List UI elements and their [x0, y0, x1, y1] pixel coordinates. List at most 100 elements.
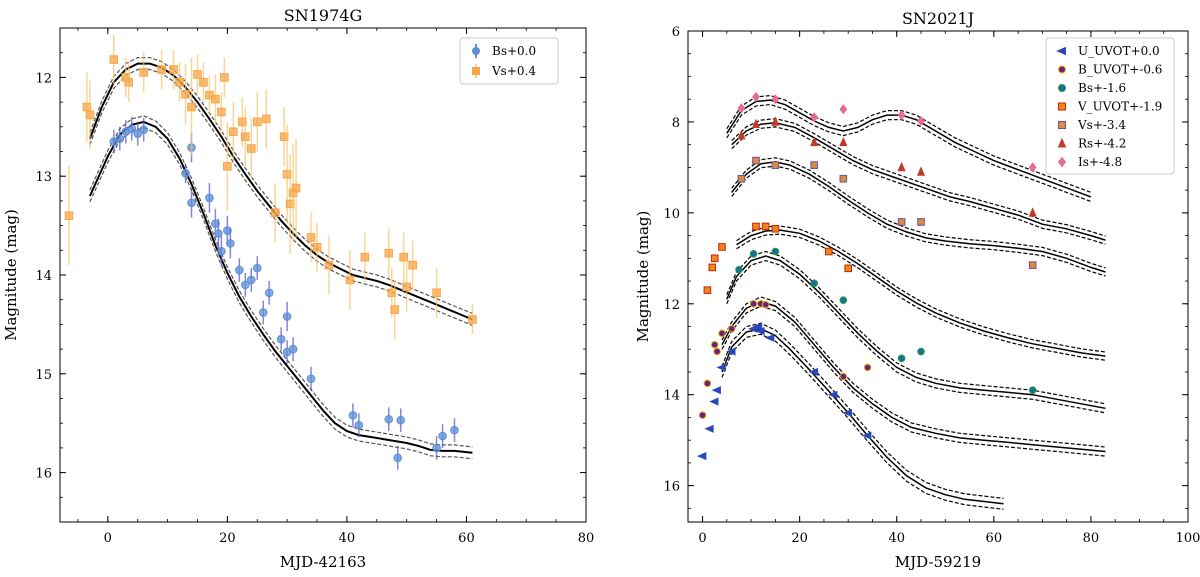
plot-area: [697, 91, 1106, 510]
data-point: [282, 312, 292, 321]
data-point: [109, 55, 119, 64]
fit-curve: [726, 255, 1106, 410]
data-point: [187, 198, 196, 208]
legend-marker: [1058, 84, 1066, 92]
data-point: [64, 211, 74, 221]
legend-label: Is+-4.8: [1078, 155, 1122, 169]
x-tick-label: 60: [458, 531, 475, 546]
data-point: [354, 420, 364, 430]
data-point: [749, 249, 758, 258]
legend-label: U_UVOT+0.0: [1078, 44, 1160, 58]
data-point: [175, 78, 184, 87]
data-point: [704, 424, 714, 433]
data-point: [115, 134, 125, 143]
data-point: [842, 408, 852, 417]
data-point: [862, 431, 872, 440]
chart-panel-2: SN2021J MJD-59219 Magnitude (mag) 0 20 40 60 80…: [634, 9, 1200, 571]
data-point: [279, 132, 289, 141]
data-point: [917, 347, 925, 356]
data-point: [737, 103, 746, 114]
fit-lower-band: [721, 333, 1004, 510]
data-point: [752, 222, 760, 231]
data-point: [85, 110, 95, 120]
fit-lower-band: [89, 127, 473, 460]
fit-upper-band: [731, 157, 1106, 269]
y-axis-label: Magnitude (mag): [2, 209, 20, 341]
x-tick-label: 0: [698, 531, 706, 546]
data-point: [810, 136, 819, 147]
data-point: [169, 65, 178, 74]
chart-title: SN1974G: [284, 6, 362, 25]
fit-upper-band: [721, 296, 1106, 448]
y-axis-label: Magnitude (mag): [634, 211, 652, 343]
x-tick-label: 40: [339, 531, 356, 546]
data-point: [399, 252, 408, 262]
data-point: [752, 322, 763, 331]
series-Vs+0.4: [64, 34, 477, 340]
fit-upper-band: [726, 250, 1106, 405]
fit-lower-band: [89, 68, 473, 326]
data-point: [737, 174, 746, 183]
data-point: [306, 374, 316, 384]
legend-marker: [1056, 46, 1066, 56]
series-U_UVOT+0.0: [697, 322, 1004, 510]
x-tick-label: 20: [219, 531, 236, 546]
x-tick-label: 80: [1083, 531, 1100, 546]
legend-marker: [1058, 65, 1066, 74]
data-point: [285, 199, 295, 209]
fit-curve: [726, 99, 1092, 198]
fit-lower-band: [726, 103, 1092, 203]
legend: Bs+0.0 Vs+0.4: [459, 37, 559, 85]
x-tick-label: 20: [791, 531, 808, 546]
data-point: [432, 288, 441, 298]
data-point: [127, 124, 137, 134]
data-point: [387, 288, 397, 298]
data-point: [396, 415, 406, 425]
data-point: [226, 239, 235, 248]
data-point: [229, 127, 238, 137]
data-point: [438, 431, 447, 441]
data-point: [288, 344, 298, 354]
legend-marker: [1058, 102, 1066, 111]
legend-marker: [472, 67, 480, 75]
data-point: [710, 340, 719, 349]
data-point: [737, 130, 746, 140]
series-B_UVOT+-0.6: [698, 296, 1106, 457]
series-Bs+-1.6: [726, 247, 1106, 414]
data-point: [844, 264, 852, 273]
data-point: [828, 390, 838, 399]
data-point: [703, 379, 712, 388]
data-point: [718, 243, 726, 251]
data-point: [839, 104, 848, 115]
data-point: [270, 208, 280, 218]
data-point: [711, 386, 721, 395]
data-point: [709, 397, 719, 406]
data-point: [755, 326, 765, 336]
data-point: [771, 247, 780, 256]
data-point: [306, 233, 316, 242]
fit-curve: [731, 122, 1106, 241]
series-Bs+0.0: [88, 115, 473, 470]
data-point: [223, 226, 232, 235]
data-point: [240, 132, 250, 141]
y-tick-label: 12: [35, 71, 52, 86]
data-point: [345, 275, 355, 285]
data-point: [324, 260, 334, 270]
y-tick-label: 12: [663, 298, 680, 313]
data-point: [181, 89, 190, 99]
data-point: [261, 114, 271, 124]
data-point: [193, 70, 202, 79]
data-point: [124, 78, 134, 87]
data-point: [181, 168, 190, 178]
data-point: [1028, 261, 1037, 269]
data-point: [360, 252, 370, 262]
data-point: [393, 453, 403, 463]
data-point: [839, 372, 848, 381]
x-tick-label: 100: [1176, 531, 1200, 546]
data-point: [214, 229, 223, 238]
data-point: [468, 315, 477, 324]
fit-lower-band: [731, 126, 1106, 245]
series-Is+-4.8: [726, 91, 1092, 203]
data-point: [282, 169, 292, 179]
